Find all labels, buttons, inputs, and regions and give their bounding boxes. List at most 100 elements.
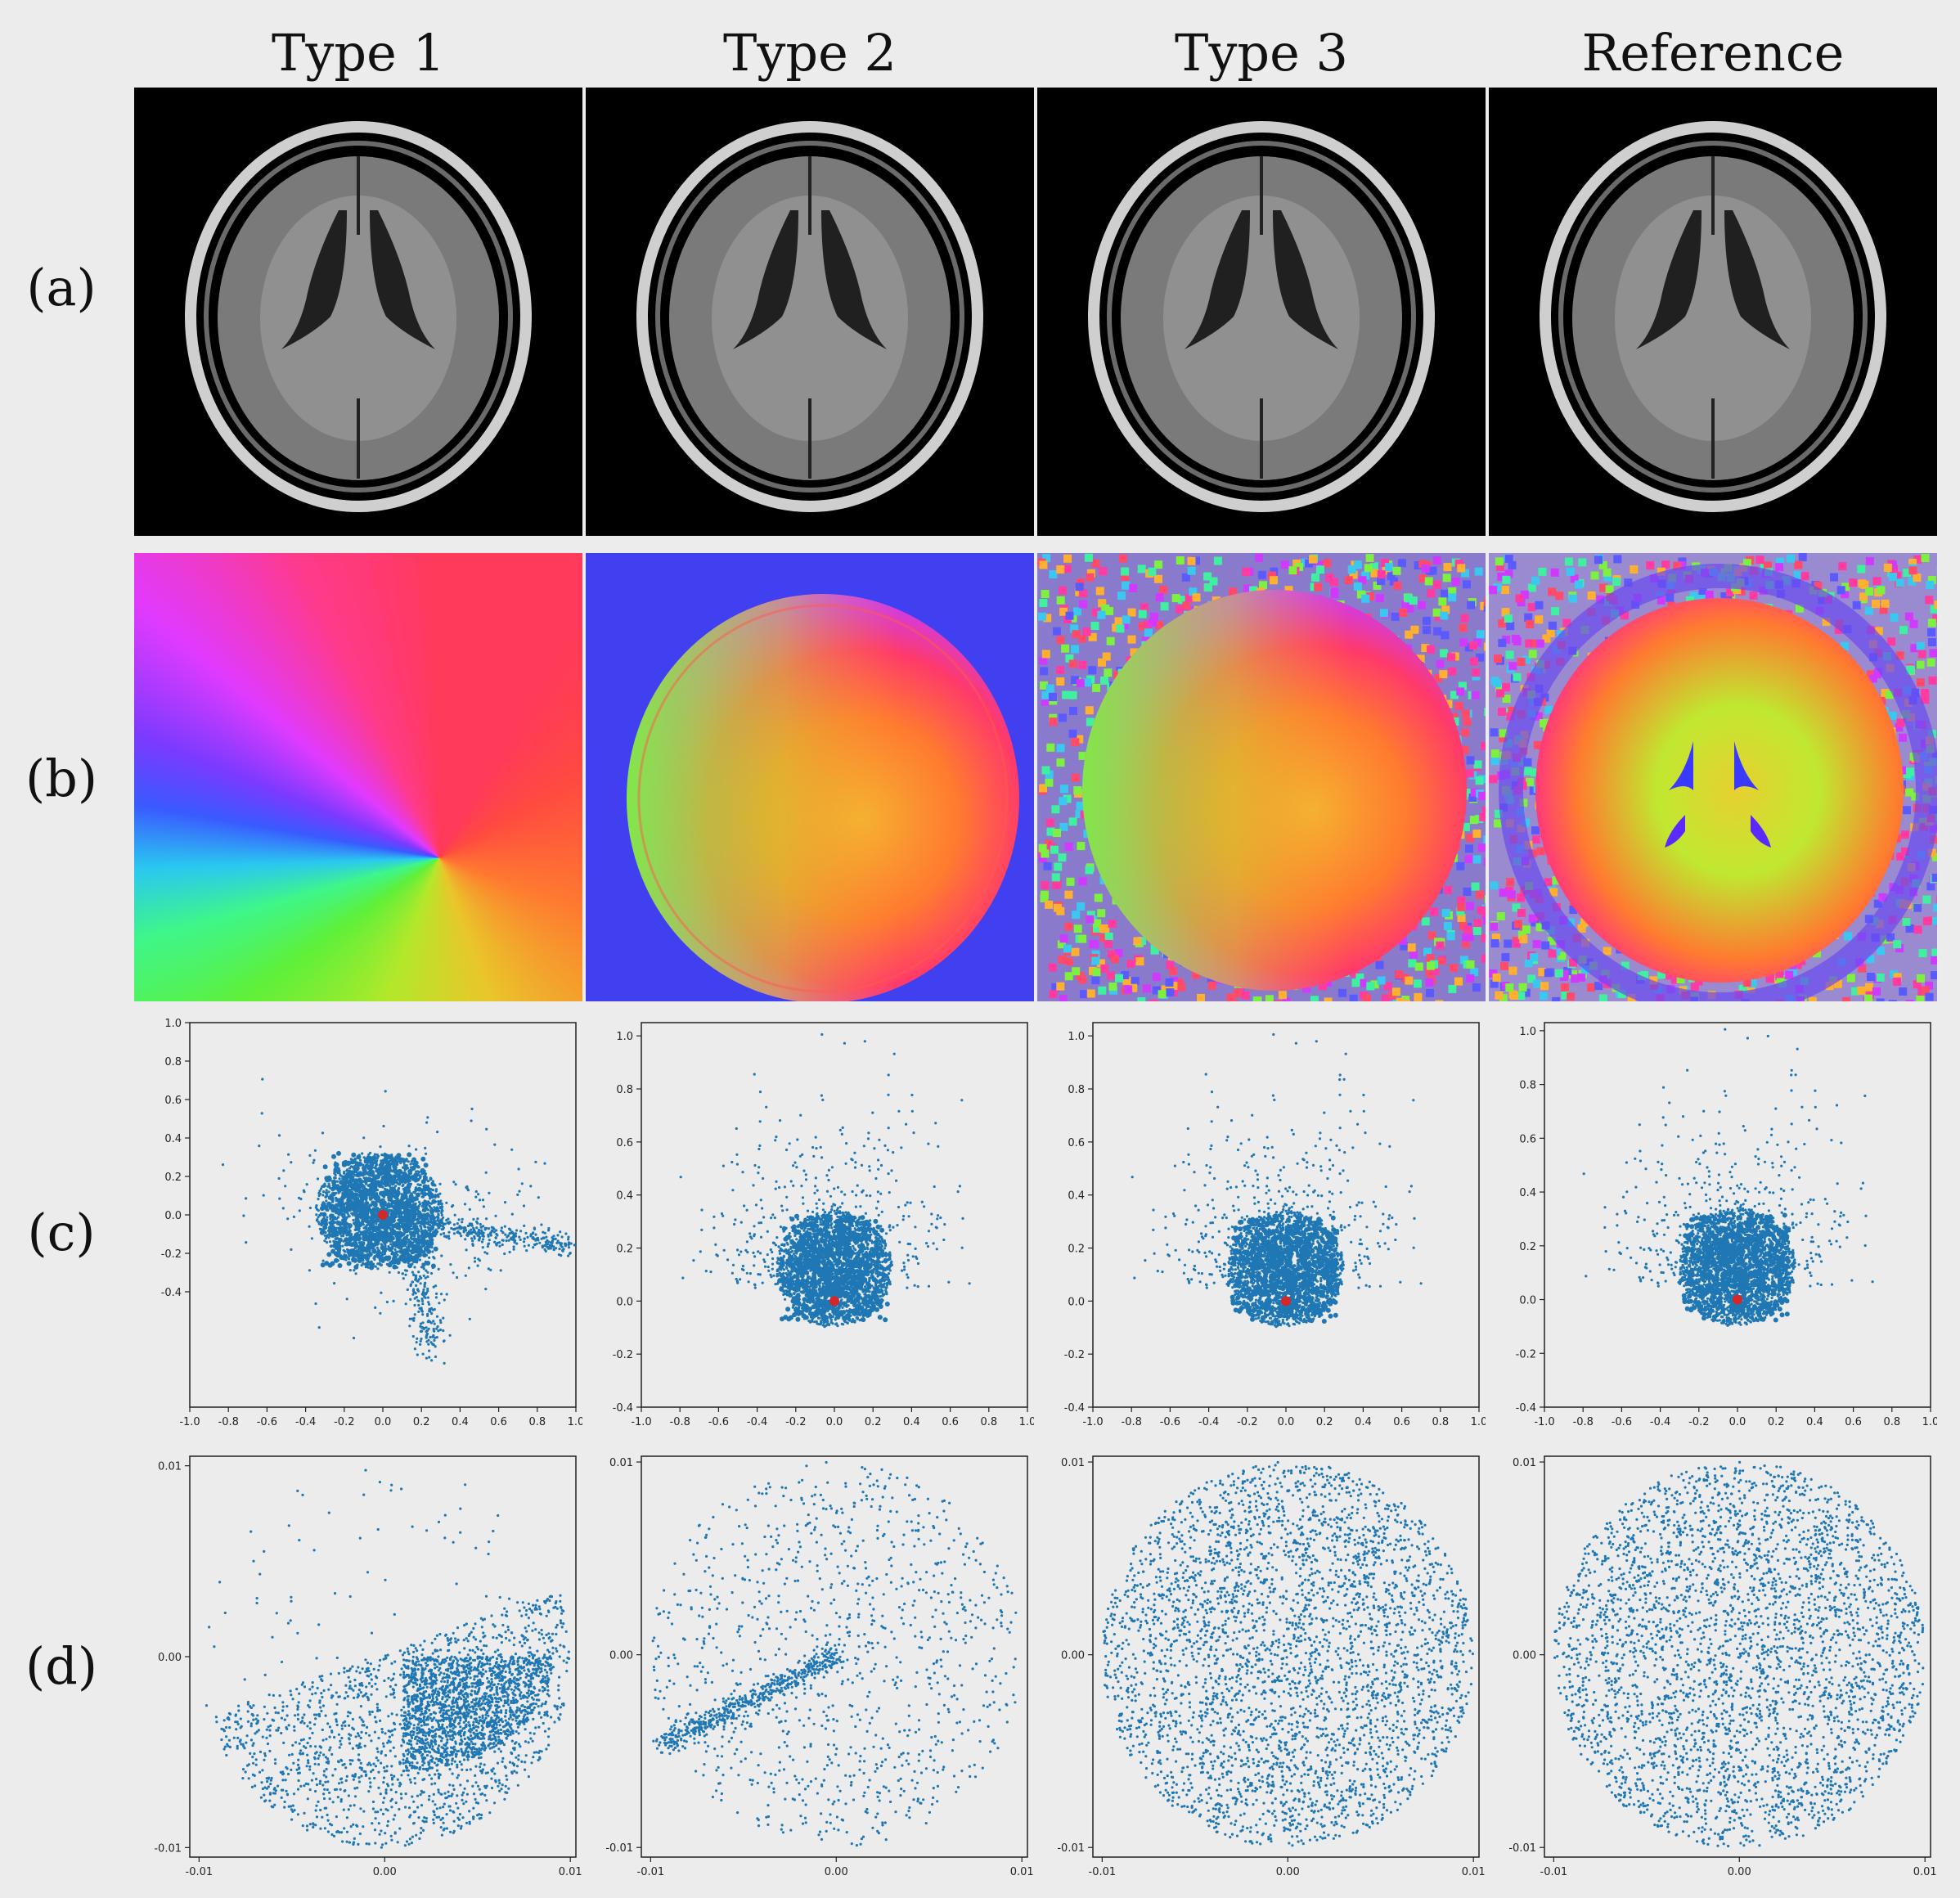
noise-pixel — [1866, 955, 1875, 964]
noise-pixel — [1517, 930, 1526, 939]
scatter-point — [453, 1213, 456, 1217]
noise-pixel — [1927, 638, 1936, 646]
scatter-point — [321, 1194, 325, 1197]
noise-pixel — [1498, 638, 1507, 647]
noise-pixel — [1561, 991, 1570, 1000]
scatter-point — [424, 1281, 427, 1284]
noise-pixel — [1927, 848, 1936, 857]
noise-pixel — [1472, 927, 1481, 935]
noise-pixel — [1934, 600, 1937, 609]
noise-pixel — [1076, 578, 1085, 587]
column-title-type1: Type 1 — [134, 16, 582, 90]
noise-pixel — [1127, 635, 1136, 644]
noise-pixel — [1152, 986, 1161, 995]
noise-pixel — [1698, 588, 1707, 597]
scatter-point — [545, 1243, 548, 1246]
noise-pixel — [1867, 973, 1875, 981]
noise-pixel — [1051, 873, 1060, 882]
noise-pixel — [1890, 564, 1898, 573]
scatter-point — [321, 1131, 325, 1135]
noise-pixel — [1099, 933, 1108, 942]
noise-pixel — [1127, 608, 1136, 617]
noise-pixel — [1096, 959, 1105, 968]
noise-pixel — [1858, 579, 1867, 588]
noise-pixel — [1888, 712, 1897, 720]
noise-pixel — [1041, 849, 1050, 858]
scatter-point — [546, 1239, 549, 1242]
noise-pixel — [1046, 743, 1055, 752]
scatter-point — [495, 1229, 498, 1232]
scatter-point — [443, 1298, 446, 1302]
noise-pixel — [1135, 957, 1144, 966]
noise-pixel — [1112, 623, 1121, 632]
scatter-point — [456, 1222, 459, 1226]
noise-pixel — [1042, 554, 1051, 563]
noise-pixel — [1059, 797, 1068, 806]
scatter-point — [426, 1180, 430, 1183]
noise-pixel — [1466, 960, 1475, 969]
scatter-point — [440, 1211, 443, 1215]
noise-pixel — [1421, 564, 1430, 573]
scatter-point — [419, 1343, 422, 1346]
noise-pixel — [1068, 690, 1077, 699]
noise-pixel — [1257, 570, 1266, 579]
scatter-point — [573, 1244, 576, 1247]
noise-pixel — [1841, 582, 1850, 591]
noise-pixel — [1902, 917, 1911, 926]
scatter-point — [487, 1267, 490, 1271]
scatter-point — [260, 1112, 263, 1115]
noise-pixel — [1043, 861, 1052, 870]
noise-pixel — [1477, 843, 1486, 852]
scatter-point — [362, 1176, 366, 1180]
noise-pixel — [1748, 979, 1757, 988]
noise-pixel — [1319, 982, 1328, 991]
scatter-point — [480, 1240, 484, 1244]
noise-pixel — [1531, 576, 1540, 585]
noise-pixel — [1038, 612, 1046, 621]
ventricle-right — [1273, 210, 1338, 349]
scatter-point — [375, 1222, 378, 1226]
scatter-point — [315, 1213, 318, 1217]
scatter-point — [415, 1284, 418, 1287]
scatter-point — [396, 1253, 399, 1257]
noise-pixel — [1053, 627, 1061, 636]
row-label-c: (c) — [0, 1203, 123, 1262]
noise-pixel — [1104, 668, 1113, 677]
scatter-point — [562, 1248, 565, 1251]
scatter-point — [315, 1219, 318, 1222]
scatter-point — [379, 1311, 382, 1315]
noise-pixel — [1500, 961, 1508, 970]
noise-pixel — [1414, 979, 1422, 988]
noise-pixel — [1849, 578, 1858, 587]
noise-pixel — [1131, 977, 1140, 986]
noise-pixel — [1441, 589, 1450, 598]
scatter-point — [490, 1230, 493, 1233]
scatter-point — [341, 1244, 344, 1248]
noise-pixel — [1533, 979, 1542, 988]
scatter-point — [525, 1249, 528, 1253]
noise-pixel — [1905, 1000, 1914, 1001]
scatter-point — [437, 1212, 440, 1216]
noise-pixel — [1508, 560, 1517, 569]
scatter-point — [443, 1235, 447, 1238]
noise-pixel — [1886, 933, 1895, 942]
noise-pixel — [1041, 881, 1050, 890]
noise-pixel — [1071, 645, 1079, 654]
scatter-point — [374, 1306, 377, 1309]
scatter-point — [334, 1237, 337, 1240]
scatter-point — [428, 1356, 431, 1359]
noise-pixel — [1448, 984, 1457, 993]
noise-pixel — [1391, 987, 1400, 996]
scatter-point — [420, 1299, 425, 1302]
scatter-point — [417, 1271, 420, 1274]
noise-pixel — [1471, 690, 1480, 699]
scatter-point — [258, 1145, 261, 1148]
scatter-point — [416, 1337, 419, 1340]
scatter-point — [375, 1157, 379, 1160]
noise-pixel — [1078, 975, 1087, 984]
noise-pixel — [1476, 630, 1485, 639]
noise-pixel — [1446, 932, 1455, 941]
noise-pixel — [1137, 997, 1146, 1001]
noise-pixel — [1426, 954, 1435, 963]
scatter-point — [522, 1240, 526, 1244]
